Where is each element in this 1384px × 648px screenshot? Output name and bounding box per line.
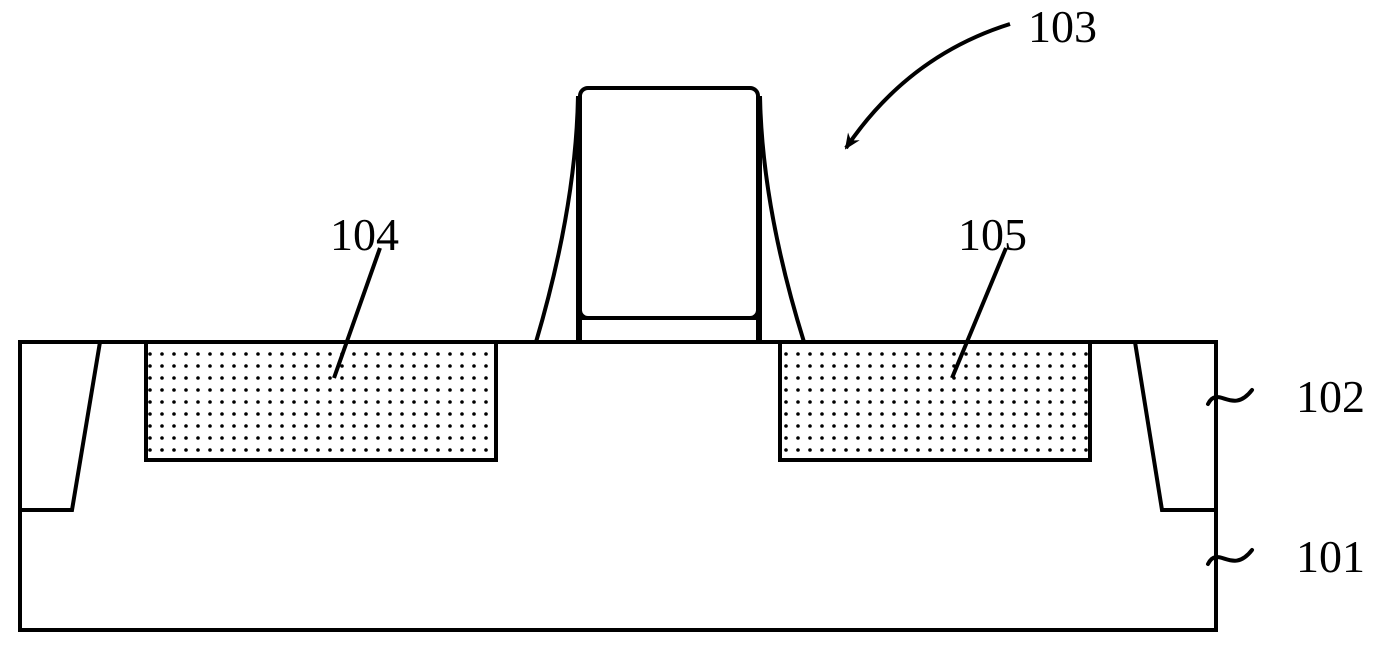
gate-electrode	[580, 88, 758, 318]
isolation-left	[20, 342, 100, 510]
leader-103-arrow	[846, 24, 1010, 148]
region-104	[146, 342, 496, 460]
label-101: 101	[1296, 530, 1365, 583]
spacer-right	[760, 96, 804, 342]
spacer-left	[536, 96, 578, 342]
isolation-right	[1135, 342, 1216, 510]
label-105: 105	[958, 208, 1027, 261]
region-105	[780, 342, 1090, 460]
gate-oxide	[580, 318, 758, 342]
label-103: 103	[1028, 0, 1097, 53]
label-104: 104	[330, 208, 399, 261]
label-102: 102	[1296, 370, 1365, 423]
figure-diagram	[0, 0, 1384, 648]
